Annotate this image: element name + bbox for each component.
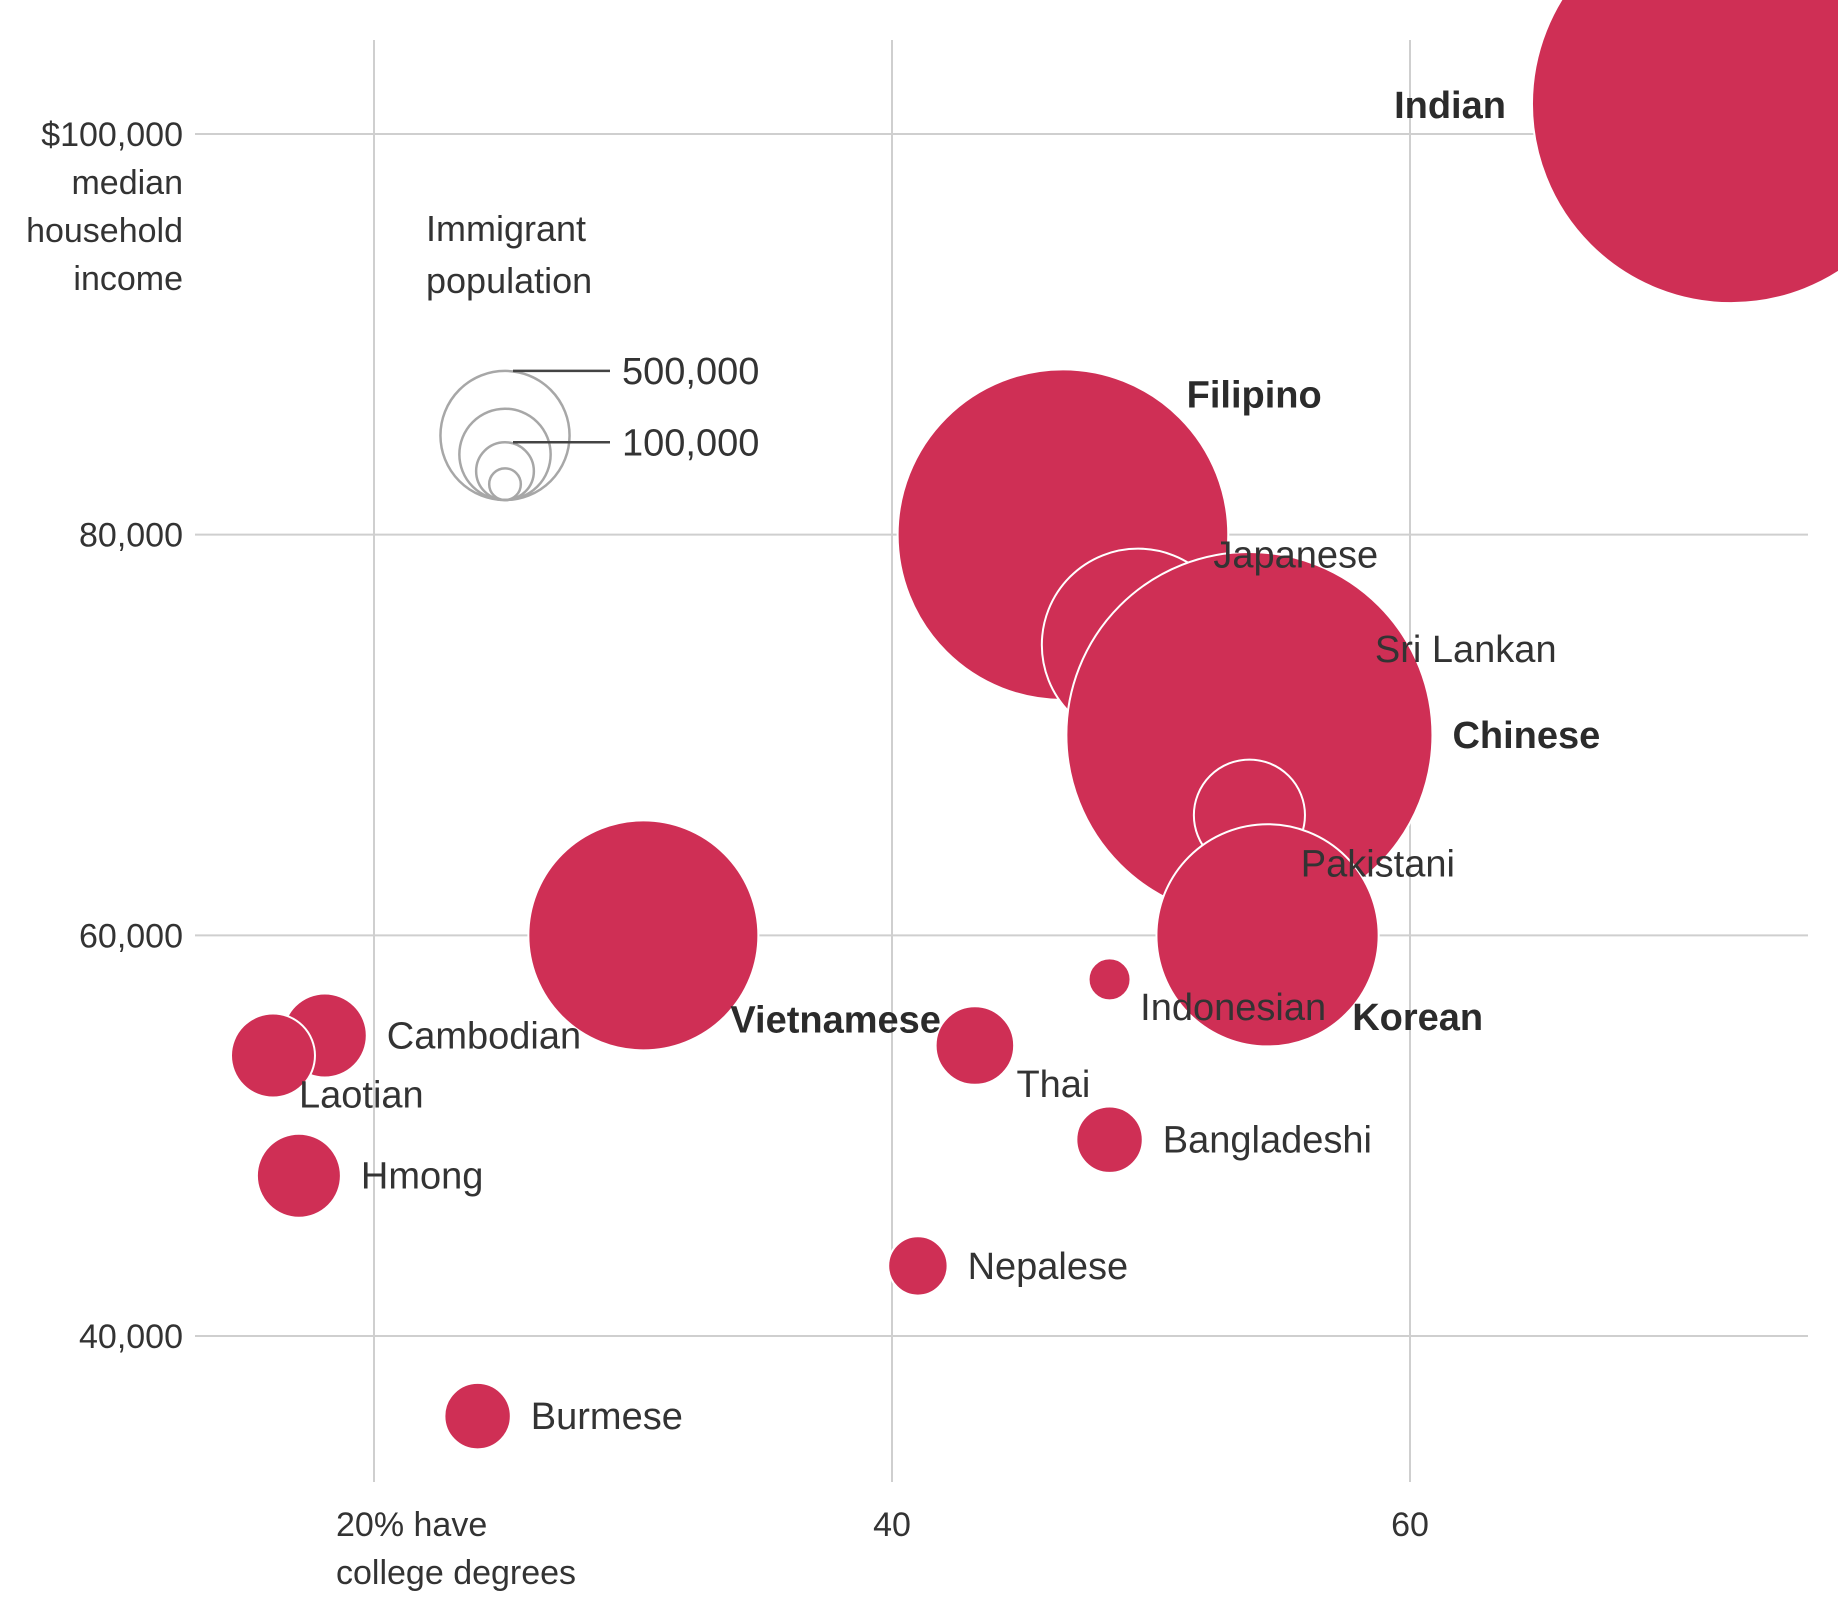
bubble-labels: Indian Filipino Japanese Sri Lankan Chinese P… <box>299 85 1600 1438</box>
bubble-bangladeshi <box>1075 1105 1144 1174</box>
y-tick-label: 40,000 <box>79 1318 183 1356</box>
bubble-indonesian <box>1087 957 1132 1002</box>
y-tick-label: median <box>71 164 183 202</box>
bubble-label-indonesian: Indonesian <box>1140 987 1326 1029</box>
bubble-korean <box>1155 823 1380 1048</box>
bubble-label-vietnamese: Vietnamese <box>730 999 941 1041</box>
bubble-label-pakistani: Pakistani <box>1301 843 1455 885</box>
bubble-label-indian: Indian <box>1394 85 1506 127</box>
bubble-thai <box>934 1005 1016 1086</box>
bubbles <box>229 0 1838 1451</box>
bubble-indian <box>1531 0 1838 305</box>
bubble-label-hmong: Hmong <box>361 1156 484 1198</box>
legend-value-label: 500,000 <box>622 351 759 393</box>
bubble-label-bangladeshi: Bangladeshi <box>1163 1120 1372 1162</box>
bubble-label-thai: Thai <box>1016 1064 1090 1106</box>
bubble-label-japanese: Japanese <box>1213 535 1378 577</box>
legend-circle <box>487 467 523 502</box>
bubble-nepalese <box>887 1235 949 1297</box>
legend-value-label: 100,000 <box>622 422 759 464</box>
y-tick-label: 60,000 <box>79 917 183 955</box>
y-tick-label: $100,000 <box>41 116 183 154</box>
x-tick-label: 60 <box>1391 1506 1429 1544</box>
bubble-label-nepalese: Nepalese <box>968 1246 1129 1288</box>
bubble-label-sri-lankan: Sri Lankan <box>1375 629 1557 671</box>
y-tick-label: income <box>73 260 183 298</box>
bubble-label-laotian: Laotian <box>299 1075 424 1117</box>
bubble-vietnamese <box>527 819 760 1052</box>
bubble-label-cambodian: Cambodian <box>387 1016 581 1058</box>
bubble-label-filipino: Filipino <box>1187 375 1322 417</box>
bubble-laotian <box>229 1012 316 1099</box>
axis-labels: $100,000 median household income 80,000 60,00… <box>26 116 1429 1592</box>
bubble-label-chinese: Chinese <box>1452 715 1600 757</box>
x-tick-label: 20% have <box>336 1506 487 1544</box>
bubble-burmese <box>443 1381 512 1451</box>
y-tick-label: household <box>26 212 183 250</box>
legend-title-line-1: Immigrant <box>426 208 586 249</box>
legend-circle <box>474 441 536 502</box>
legend-title-line-2: population <box>426 260 592 301</box>
x-tick-label: 40 <box>873 1506 911 1544</box>
y-tick-label: 80,000 <box>79 517 183 555</box>
bubble-label-burmese: Burmese <box>531 1396 683 1438</box>
size-legend: Immigrant population 500,000 100,000 <box>426 208 759 502</box>
bubble-label-korean: Korean <box>1352 997 1483 1039</box>
x-tick-label: college degrees <box>336 1554 576 1592</box>
legend-circle <box>458 407 552 502</box>
gridlines <box>195 40 1808 1482</box>
legend-circle <box>439 369 571 502</box>
bubble-hmong <box>255 1132 342 1219</box>
